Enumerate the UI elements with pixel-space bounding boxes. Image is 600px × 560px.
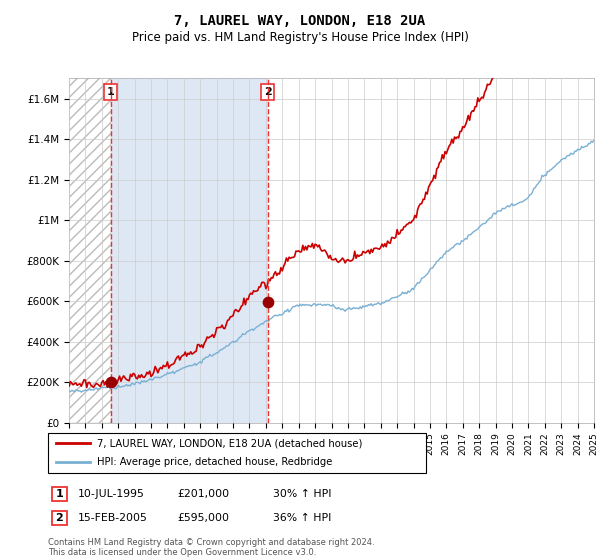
- Bar: [110, 78, 268, 423]
- Text: HPI: Average price, detached house, Redbridge: HPI: Average price, detached house, Redb…: [97, 457, 332, 467]
- Text: 7, LAUREL WAY, LONDON, E18 2UA: 7, LAUREL WAY, LONDON, E18 2UA: [175, 14, 425, 28]
- Text: 10-JUL-1995: 10-JUL-1995: [78, 489, 145, 499]
- Text: 1: 1: [56, 489, 63, 499]
- Text: £201,000: £201,000: [177, 489, 229, 499]
- FancyBboxPatch shape: [52, 511, 67, 525]
- Text: 30% ↑ HPI: 30% ↑ HPI: [273, 489, 331, 499]
- Point: [106, 377, 115, 386]
- FancyBboxPatch shape: [48, 433, 426, 473]
- Text: Contains HM Land Registry data © Crown copyright and database right 2024.
This d: Contains HM Land Registry data © Crown c…: [48, 538, 374, 557]
- Point: [263, 298, 272, 307]
- Text: 36% ↑ HPI: 36% ↑ HPI: [273, 513, 331, 523]
- Text: 2: 2: [264, 87, 272, 97]
- Bar: [69, 78, 110, 423]
- Text: Price paid vs. HM Land Registry's House Price Index (HPI): Price paid vs. HM Land Registry's House …: [131, 31, 469, 44]
- Text: 7, LAUREL WAY, LONDON, E18 2UA (detached house): 7, LAUREL WAY, LONDON, E18 2UA (detached…: [97, 438, 362, 449]
- Text: 15-FEB-2005: 15-FEB-2005: [78, 513, 148, 523]
- Text: 2: 2: [56, 513, 63, 523]
- FancyBboxPatch shape: [52, 487, 67, 501]
- Text: 1: 1: [107, 87, 115, 97]
- Text: £595,000: £595,000: [177, 513, 229, 523]
